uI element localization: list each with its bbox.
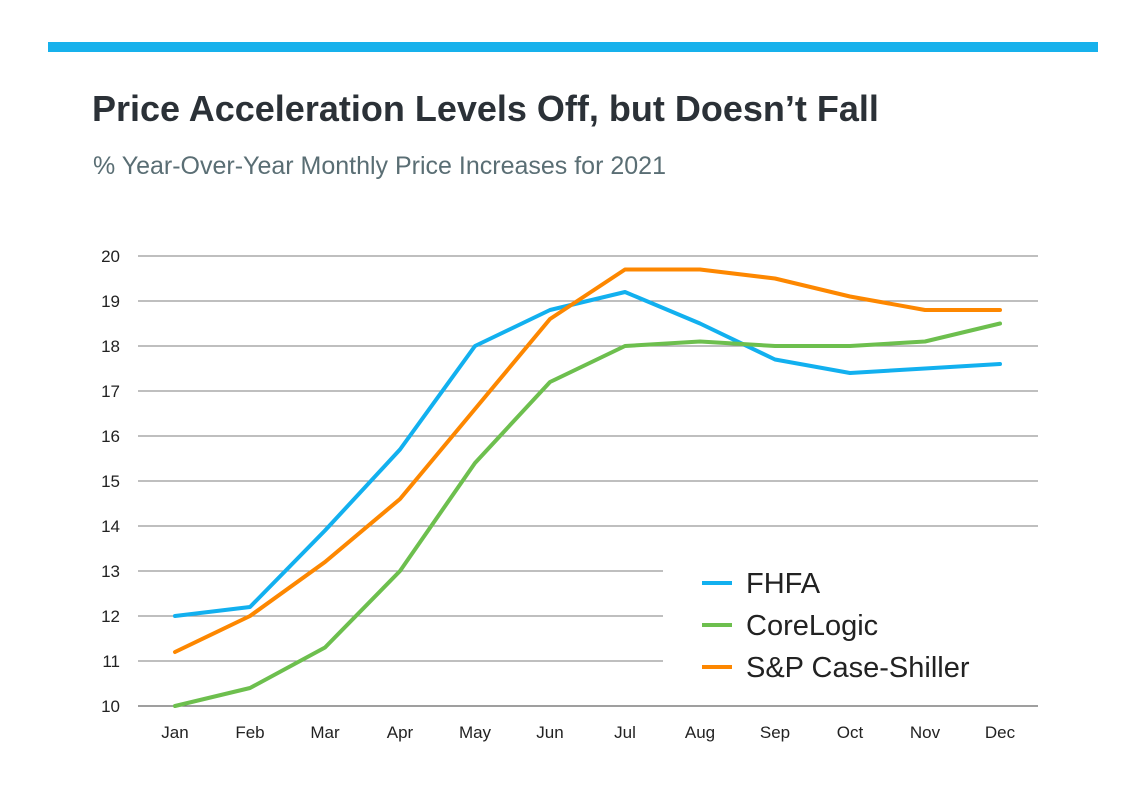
series-line-s-p-case-shiller [173, 267, 1002, 654]
y-tick-label: 16 [101, 427, 120, 446]
x-tick-label: Jul [614, 723, 636, 742]
y-tick-label: 10 [101, 697, 120, 716]
x-tick-label: Apr [387, 723, 414, 742]
x-tick-label: Oct [837, 723, 864, 742]
legend-label: FHFA [746, 568, 821, 600]
legend-label: CoreLogic [746, 610, 878, 642]
y-tick-label: 12 [101, 607, 120, 626]
series-line-fhfa [173, 290, 1002, 618]
y-tick-label: 15 [101, 472, 120, 491]
y-tick-label: 18 [101, 337, 120, 356]
page-subtitle: % Year-Over-Year Monthly Price Increases… [93, 152, 666, 180]
y-tick-label: 14 [101, 517, 120, 536]
page-title: Price Acceleration Levels Off, but Doesn… [92, 88, 879, 129]
x-tick-label: Feb [235, 723, 264, 742]
x-tick-label: Aug [685, 723, 715, 742]
x-tick-label: Dec [985, 723, 1016, 742]
y-tick-label: 11 [102, 652, 120, 671]
x-tick-label: Nov [910, 723, 941, 742]
y-tick-label: 13 [101, 562, 120, 581]
x-tick-label: Mar [310, 723, 340, 742]
series-line-corelogic [173, 321, 1002, 708]
x-tick-label: Sep [760, 723, 790, 742]
accent-bar [48, 42, 1098, 52]
y-tick-label: 19 [101, 292, 120, 311]
legend-label: S&P Case-Shiller [746, 652, 970, 684]
y-tick-label: 20 [101, 247, 120, 266]
x-tick-label: Jun [536, 723, 563, 742]
y-tick-label: 17 [101, 382, 120, 401]
x-tick-label: May [459, 723, 492, 742]
x-tick-label: Jan [161, 723, 188, 742]
